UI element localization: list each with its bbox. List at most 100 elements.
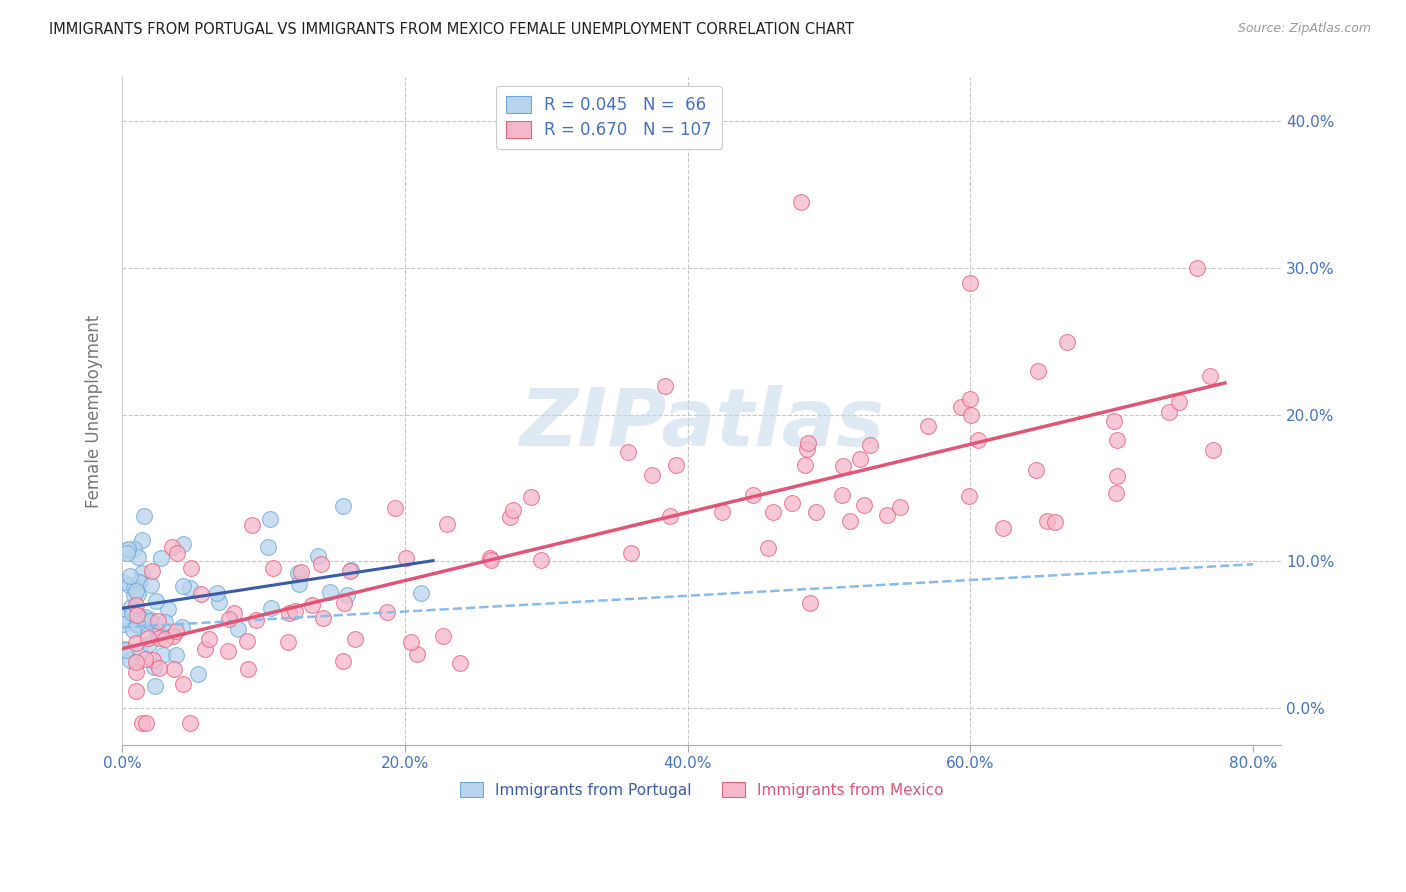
Point (112, 617, 135, 632)
Point (128, 618, 150, 632)
Point (761, 505, 783, 519)
Point (139, 614, 162, 628)
Point (172, 537, 194, 551)
Point (780, 496, 803, 510)
Point (245, 613, 267, 627)
Point (131, 533, 153, 547)
Legend: Immigrants from Portugal, Immigrants from Mexico: Immigrants from Portugal, Immigrants fro… (454, 775, 949, 804)
Point (122, 604, 145, 618)
Point (197, 632, 219, 646)
Point (122, 624, 145, 638)
Point (395, 551, 418, 566)
Point (256, 540, 278, 554)
Point (259, 512, 281, 526)
Point (128, 646, 150, 660)
Point (172, 677, 194, 691)
Point (240, 517, 263, 532)
Point (1104, 486, 1126, 500)
Point (112, 609, 135, 624)
Point (125, 598, 148, 612)
Point (1202, 442, 1225, 457)
Point (226, 623, 249, 637)
Point (333, 596, 356, 610)
Point (152, 648, 174, 662)
Point (658, 509, 681, 524)
Point (157, 601, 180, 615)
Point (125, 618, 148, 632)
Point (967, 433, 990, 447)
Point (134, 651, 156, 665)
Point (1043, 515, 1066, 529)
Point (125, 636, 148, 650)
Point (1026, 364, 1049, 378)
Point (957, 489, 980, 503)
Point (340, 562, 363, 576)
Point (1025, 463, 1047, 477)
Point (278, 607, 301, 621)
Point (148, 661, 170, 675)
Point (301, 598, 323, 612)
Point (172, 579, 194, 593)
Point (616, 445, 638, 459)
Point (797, 436, 820, 450)
Point (132, 509, 155, 524)
Point (1167, 395, 1189, 409)
Point (146, 624, 169, 639)
Point (312, 611, 335, 625)
Point (756, 541, 779, 555)
Point (262, 560, 284, 574)
Point (436, 516, 458, 531)
Point (125, 655, 148, 669)
Point (1107, 469, 1129, 483)
Point (804, 505, 827, 519)
Point (876, 508, 898, 523)
Point (1035, 514, 1057, 528)
Point (114, 643, 136, 657)
Point (172, 620, 194, 634)
Y-axis label: Female Unemployment: Female Unemployment (86, 314, 103, 508)
Point (889, 500, 911, 514)
Point (131, 566, 153, 580)
Text: ZIPatlas: ZIPatlas (519, 385, 884, 463)
Text: Source: ZipAtlas.com: Source: ZipAtlas.com (1237, 22, 1371, 36)
Point (799, 597, 821, 611)
Point (139, 578, 162, 592)
Point (336, 588, 359, 602)
Point (125, 684, 148, 698)
Point (401, 635, 423, 649)
Point (665, 458, 688, 472)
Point (1102, 414, 1125, 428)
Point (654, 379, 676, 393)
Point (162, 629, 184, 643)
Point (122, 581, 145, 595)
Point (180, 561, 202, 575)
Point (218, 612, 240, 626)
Point (831, 488, 853, 502)
Point (838, 514, 860, 528)
Point (993, 521, 1015, 535)
Point (179, 715, 201, 730)
Text: IMMIGRANTS FROM PORTUGAL VS IMMIGRANTS FROM MEXICO FEMALE UNEMPLOYMENT CORRELATI: IMMIGRANTS FROM PORTUGAL VS IMMIGRANTS F… (49, 22, 855, 37)
Point (711, 505, 734, 519)
Point (332, 654, 354, 668)
Point (153, 632, 176, 647)
Point (917, 418, 939, 433)
Point (138, 637, 160, 651)
Point (217, 644, 239, 658)
Point (794, 458, 817, 473)
Point (122, 589, 145, 603)
Point (332, 500, 354, 514)
Point (238, 662, 260, 676)
Point (115, 546, 138, 560)
Point (307, 549, 329, 563)
Point (127, 549, 149, 564)
Point (499, 510, 522, 524)
Point (136, 632, 159, 646)
Point (236, 633, 259, 648)
Point (141, 565, 163, 579)
Point (160, 541, 183, 555)
Point (1187, 261, 1209, 276)
Point (287, 566, 309, 580)
Point (135, 715, 157, 730)
Point (125, 607, 148, 622)
